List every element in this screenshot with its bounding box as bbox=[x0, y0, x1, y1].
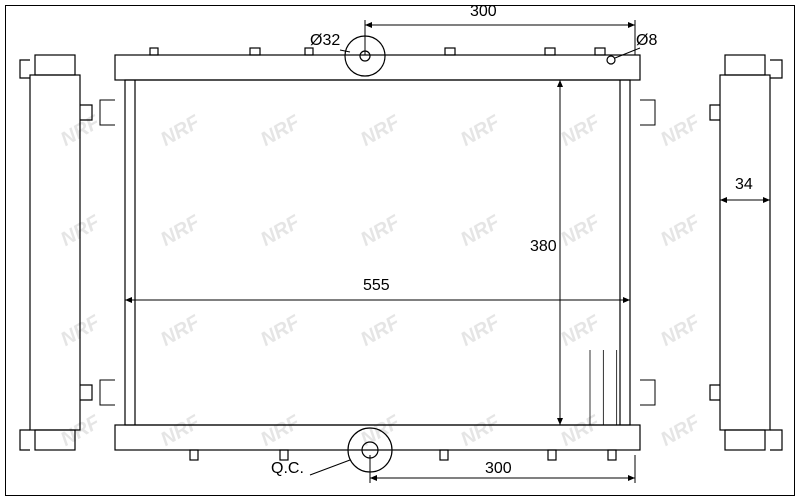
dim-bottom-300: 300 bbox=[485, 460, 512, 478]
dim-width-555: 555 bbox=[363, 277, 390, 295]
dim-diam-32: Ø32 bbox=[310, 32, 340, 50]
radiator-front-view bbox=[115, 36, 640, 472]
dim-depth-34: 34 bbox=[735, 176, 753, 194]
dim-qc: Q.C. bbox=[271, 460, 304, 478]
front-brackets bbox=[100, 100, 655, 405]
drawing-canvas: NRFNRFNRFNRFNRFNRFNRFNRFNRFNRFNRFNRFNRFN… bbox=[0, 0, 800, 501]
radiator-left-side-view bbox=[20, 55, 92, 450]
dim-height-380: 380 bbox=[530, 238, 557, 256]
core-fins-detail bbox=[590, 350, 630, 425]
dim-top-300: 300 bbox=[470, 3, 497, 21]
radiator-right-side-view bbox=[710, 55, 782, 450]
dim-diam-8: Ø8 bbox=[636, 32, 657, 50]
dimension-lines bbox=[125, 20, 770, 483]
technical-drawing bbox=[0, 0, 800, 501]
